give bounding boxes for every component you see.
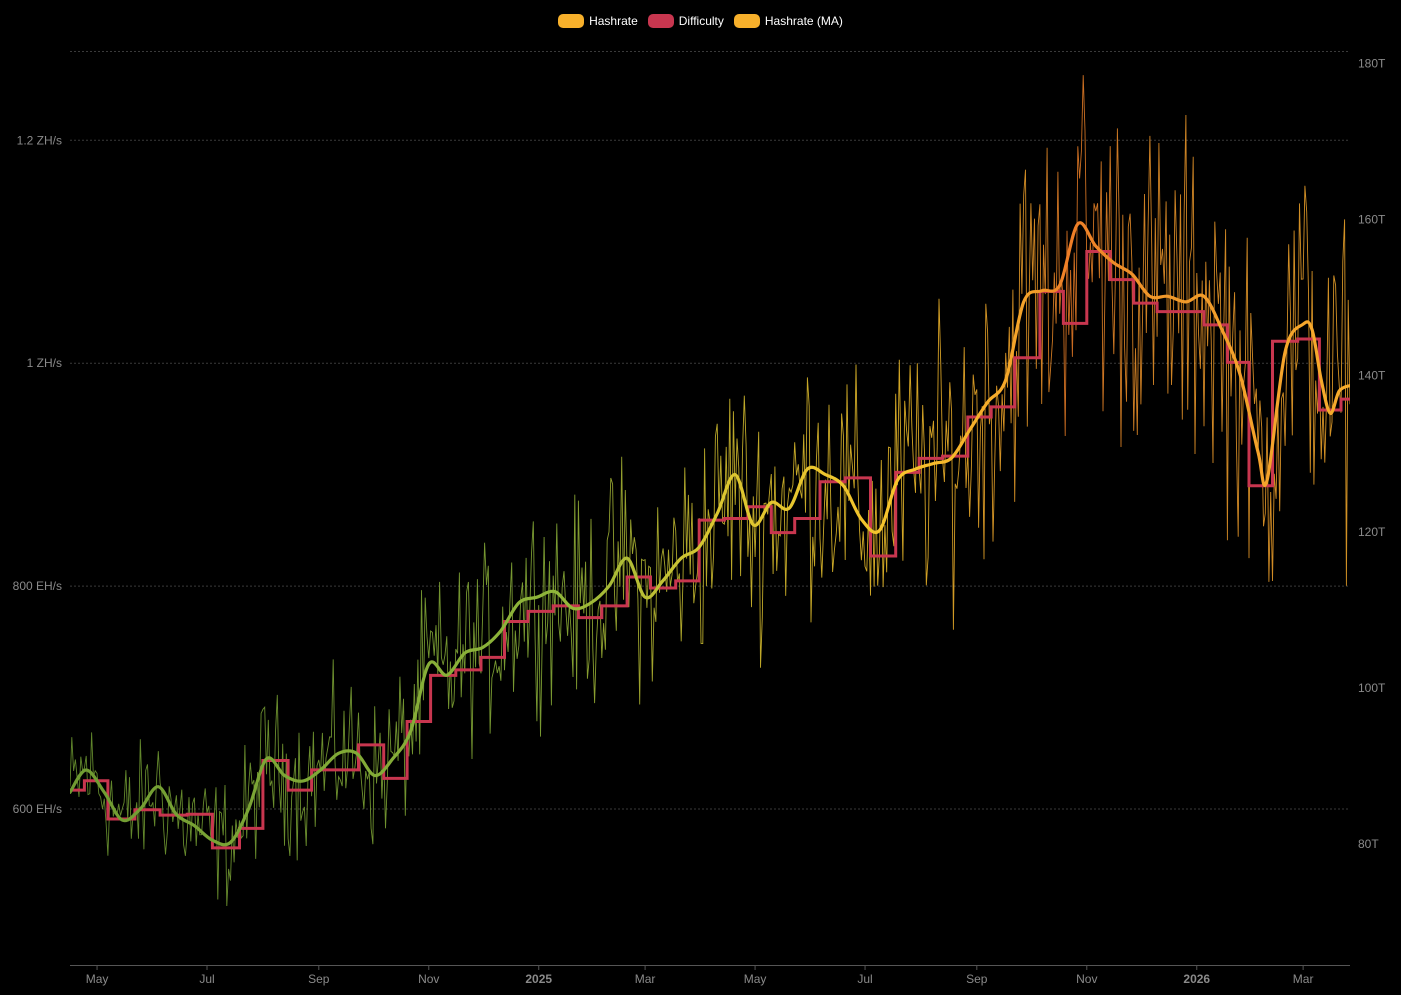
x-tick-label: Nov bbox=[1076, 972, 1097, 986]
legend-item-hashrate[interactable]: Hashrate bbox=[558, 14, 638, 28]
y-right-tick-label: 120T bbox=[1358, 525, 1386, 539]
y-axis-right: 80T 100T 120T 140T 160T 180T bbox=[1358, 56, 1386, 851]
y-left-tick-label: 1 ZH/s bbox=[27, 356, 62, 370]
x-tick-label: 2025 bbox=[525, 972, 552, 986]
legend-swatch-hashrate bbox=[558, 14, 585, 28]
x-tick-label: Jul bbox=[199, 972, 214, 986]
legend-item-difficulty[interactable]: Difficulty bbox=[647, 14, 724, 28]
y-left-tick-label: 600 EH/s bbox=[13, 802, 62, 816]
x-tick-label: Mar bbox=[635, 972, 656, 986]
y-left-tick-label: 800 EH/s bbox=[13, 579, 62, 593]
x-tick-label: Mar bbox=[1293, 972, 1314, 986]
legend: Hashrate Difficulty Hashrate (MA) bbox=[0, 14, 1401, 28]
y-axis-left: 600 EH/s 800 EH/s 1 ZH/s 1.2 ZH/s bbox=[13, 133, 62, 816]
difficulty-step-line bbox=[70, 250, 1350, 850]
x-tick-label: Jul bbox=[857, 972, 872, 986]
legend-swatch-hashrate-ma bbox=[733, 14, 760, 28]
x-axis: May Jul Sep Nov 2025 Mar May Jul Sep Nov 2026 Mar bbox=[86, 965, 1314, 986]
legend-label-difficulty: Difficulty bbox=[678, 14, 724, 28]
x-tick-label: Nov bbox=[418, 972, 439, 986]
legend-item-hashrate-ma[interactable]: Hashrate (MA) bbox=[733, 14, 843, 28]
x-tick-label: May bbox=[744, 972, 767, 986]
hashrate-raw-line bbox=[70, 75, 1350, 907]
legend-swatch-difficulty bbox=[647, 14, 674, 28]
legend-label-hashrate-ma: Hashrate (MA) bbox=[764, 14, 843, 28]
y-right-tick-label: 80T bbox=[1358, 837, 1379, 851]
y-right-tick-label: 140T bbox=[1358, 369, 1386, 383]
y-left-tick-label: 1.2 ZH/s bbox=[17, 133, 62, 147]
x-tick-label: 2026 bbox=[1183, 972, 1210, 986]
x-tick-label: May bbox=[86, 972, 109, 986]
y-right-tick-label: 160T bbox=[1358, 213, 1386, 227]
legend-label-hashrate: Hashrate bbox=[589, 14, 638, 28]
x-tick-label: Sep bbox=[966, 972, 988, 986]
hashrate-ma-line bbox=[70, 221, 1350, 847]
y-right-tick-label: 100T bbox=[1358, 681, 1386, 695]
x-tick-label: Sep bbox=[308, 972, 330, 986]
grid-lines bbox=[70, 51, 1350, 810]
y-right-tick-label: 180T bbox=[1358, 56, 1386, 70]
